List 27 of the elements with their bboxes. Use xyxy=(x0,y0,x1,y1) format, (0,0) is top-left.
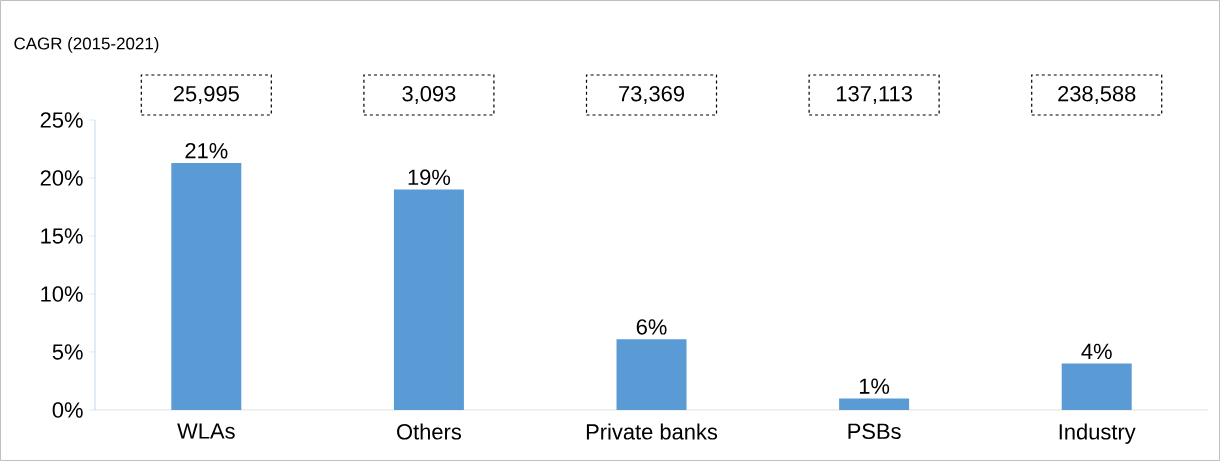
bar xyxy=(1061,363,1132,410)
y-tick-label: 10% xyxy=(41,286,83,302)
x-tick-label: Others xyxy=(397,423,462,440)
bar xyxy=(393,189,464,410)
data-label: 1% xyxy=(859,378,890,394)
x-tick-label: PSBs xyxy=(848,423,901,440)
text: 73,369 xyxy=(619,85,684,105)
y-tick-label: 25% xyxy=(40,112,83,128)
bar xyxy=(171,162,242,410)
x-tick-label: Private banks xyxy=(586,423,718,440)
text: 3,093 xyxy=(402,85,456,105)
data-label: 4% xyxy=(1081,343,1112,360)
y-tick-label: 0% xyxy=(52,402,83,418)
text: 238,588 xyxy=(1058,85,1136,105)
bar xyxy=(839,398,910,410)
bar xyxy=(616,339,687,410)
chart-title: CAGR (2015-2021) xyxy=(14,37,159,53)
text: 137,113 xyxy=(836,85,912,105)
y-tick-label: 20% xyxy=(40,170,83,186)
data-label: 21% xyxy=(185,142,228,159)
data-label: 6% xyxy=(636,319,667,335)
y-tick-label: 15% xyxy=(41,228,83,244)
data-label: 19% xyxy=(408,169,451,186)
x-tick-label: WLAs xyxy=(177,423,235,439)
text: 25,995 xyxy=(173,85,239,105)
x-tick-label: Industry xyxy=(1059,423,1136,444)
y-tick-label: 5% xyxy=(52,344,83,360)
